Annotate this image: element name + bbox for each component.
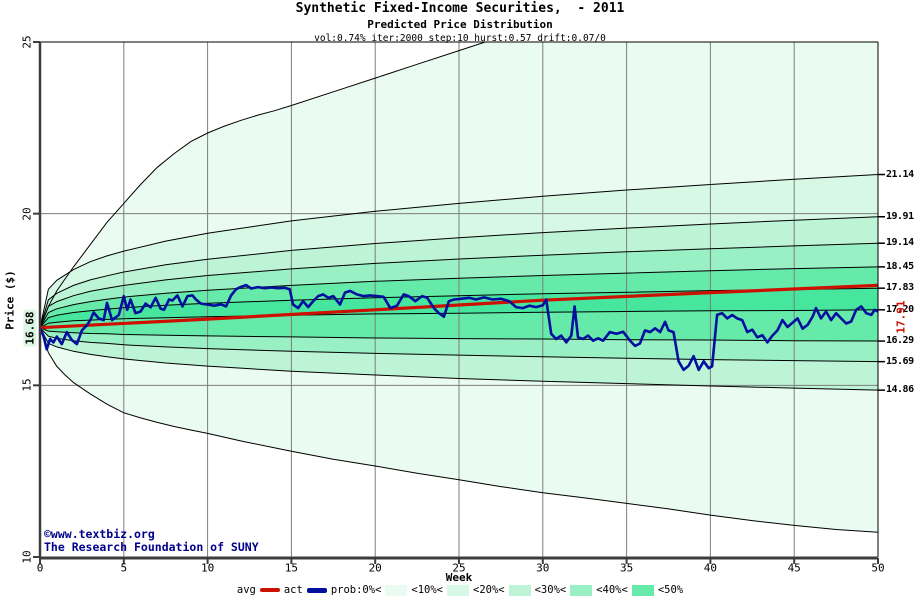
watermark-org: The Research Foundation of SUNY xyxy=(44,540,259,554)
boundary-u30 xyxy=(40,242,878,328)
x-tick-label-10: 10 xyxy=(200,561,215,575)
legend-label-1: act xyxy=(283,584,303,596)
x-tick-label-35: 35 xyxy=(619,561,634,575)
right-value-label-16.29: 16.29 xyxy=(886,335,914,347)
legend-label-4: <20%< xyxy=(473,584,505,596)
band-u10-u20 xyxy=(40,174,878,328)
band-u40-u50 xyxy=(40,266,878,328)
legend-label-3: <10%< xyxy=(411,584,443,596)
act-line xyxy=(40,283,878,372)
chart-title: Synthetic Fixed-Income Securities, - 201… xyxy=(295,1,625,16)
boundary-l20 xyxy=(40,327,878,391)
axis-ticks xyxy=(33,41,885,564)
band-u20-u30 xyxy=(40,216,878,328)
boundary-lower0 xyxy=(40,327,878,533)
legend-label-2: prob:0%< xyxy=(330,584,382,596)
legend-swatch-0 xyxy=(259,588,280,592)
legend-swatch-6 xyxy=(631,584,654,596)
x-tick-label-15: 15 xyxy=(284,561,299,575)
legend-swatch-4 xyxy=(508,584,531,596)
legend: avg act prob:0%< <10%< <20%< <30%< <40%< <50% xyxy=(0,584,920,596)
y-axis-title: Price ($) xyxy=(3,270,17,330)
boundary-l30 xyxy=(40,327,878,363)
right-value-label-15.69: 15.69 xyxy=(886,355,914,367)
start-price-label: 16.68 xyxy=(23,309,37,347)
watermark: ©www.textbiz.org The Research Foundation… xyxy=(44,528,259,554)
legend-swatch-5 xyxy=(570,584,593,596)
right-value-label-21.14: 21.14 xyxy=(886,168,914,180)
x-tick-label-20: 20 xyxy=(368,561,382,575)
x-tick-label-50: 50 xyxy=(871,561,885,575)
chart-subtitle: Predicted Price Distribution xyxy=(367,18,553,31)
x-axis-title: Week xyxy=(445,571,473,584)
y-tick-label-20: 20 xyxy=(20,207,34,221)
simulation-params: vol:0.74% iter:2000 step:10 hurst:0.57 d… xyxy=(314,33,606,44)
legend-swatch-2 xyxy=(385,584,408,596)
legend-label-6: <40%< xyxy=(596,584,628,596)
legend-label-7: <50% xyxy=(657,584,684,596)
y-tick-label-10: 10 xyxy=(20,550,34,564)
right-value-label-17.83: 17.83 xyxy=(886,282,914,294)
y-tick-label-25: 25 xyxy=(20,35,34,49)
band-u30-u40 xyxy=(40,243,878,328)
boundary-u40 xyxy=(40,266,878,328)
chart-header: Synthetic Fixed-Income Securities, - 201… xyxy=(0,1,920,44)
y-tick-label-15: 15 xyxy=(20,378,34,392)
right-value-label-19.14: 19.14 xyxy=(886,237,914,249)
x-tick-label-25: 25 xyxy=(452,561,466,575)
x-tick-label-40: 40 xyxy=(703,561,718,575)
boundary-l50 xyxy=(40,309,878,329)
x-tick-label-0: 0 xyxy=(36,561,44,575)
right-value-label-19.91: 19.91 xyxy=(886,210,914,222)
x-tick-label-30: 30 xyxy=(536,561,550,575)
legend-label-5: <30%< xyxy=(534,584,567,596)
right-value-label-18.45: 18.45 xyxy=(886,260,914,272)
legend-label-0: avg xyxy=(236,584,256,596)
right-value-label-17.20: 17.20 xyxy=(886,303,914,315)
legend-swatch-1 xyxy=(306,587,327,593)
avg-end-value-label: 17.91 xyxy=(894,300,908,334)
x-tick-label-45: 45 xyxy=(787,561,801,575)
x-tick-label-5: 5 xyxy=(120,561,128,575)
boundary-u20 xyxy=(40,216,878,328)
legend-swatch-3 xyxy=(447,584,469,596)
avg-line xyxy=(40,283,878,330)
watermark-url[interactable]: ©www.textbiz.org xyxy=(44,527,155,541)
boundary-u10 xyxy=(40,174,878,328)
boundary-upper0 xyxy=(40,42,487,328)
right-value-label-14.86: 14.86 xyxy=(886,384,914,396)
